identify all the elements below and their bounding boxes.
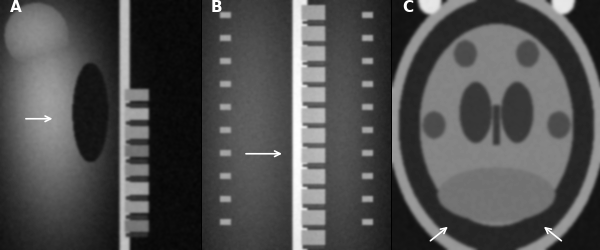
Text: A: A: [10, 0, 22, 15]
Text: C: C: [402, 0, 413, 15]
Text: B: B: [211, 0, 223, 15]
